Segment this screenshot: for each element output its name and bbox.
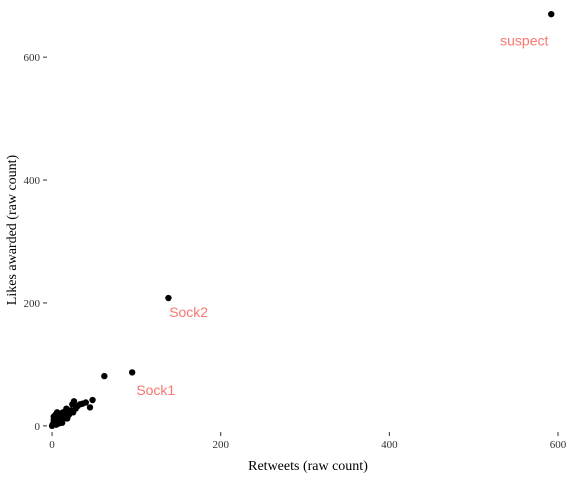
y-tick-label: 0	[35, 421, 41, 433]
data-point	[59, 420, 65, 426]
data-point	[69, 401, 75, 407]
data-point	[548, 11, 554, 17]
data-point	[64, 415, 70, 421]
x-axis-title: Retweets (raw count)	[248, 459, 368, 474]
data-point	[101, 373, 107, 379]
point-annotation: suspect	[500, 33, 548, 49]
y-tick-label: 600	[24, 52, 41, 64]
point-annotation: Sock1	[136, 382, 175, 398]
x-tick-label: 400	[381, 439, 398, 451]
axes: 0 200 400 600 0 200 400 600	[24, 52, 567, 451]
point-annotation: Sock2	[169, 304, 208, 320]
y-axis-title: Likes awarded (raw count)	[5, 154, 20, 305]
data-points	[49, 11, 555, 429]
x-tick-label: 600	[550, 439, 567, 451]
data-point	[54, 409, 60, 415]
data-point	[89, 397, 95, 403]
data-point	[87, 404, 93, 410]
y-tick-label: 400	[24, 175, 41, 187]
data-point	[129, 369, 135, 375]
annotations: suspect Sock2 Sock1	[136, 33, 548, 399]
x-tick-label: 200	[212, 439, 229, 451]
data-point	[165, 295, 171, 301]
x-tick-label: 0	[49, 439, 55, 451]
y-tick-label: 200	[24, 298, 41, 310]
